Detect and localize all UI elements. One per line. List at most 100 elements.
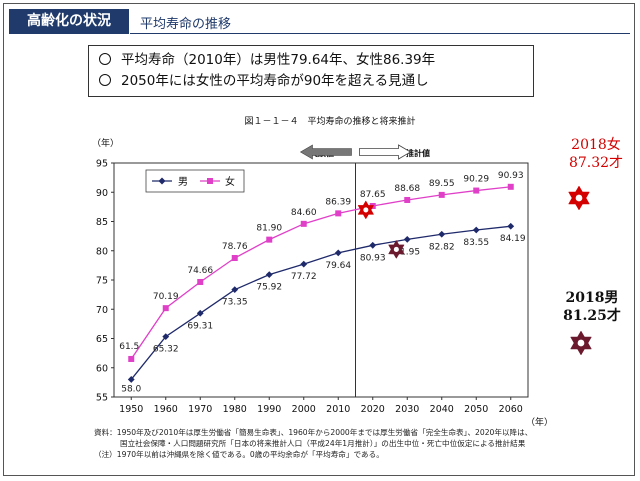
male-data-point <box>196 309 204 317</box>
male-data-point <box>162 333 170 341</box>
slide-frame <box>3 3 635 476</box>
male-data-point <box>507 222 515 230</box>
data-labels: 58.0 65.32 69.31 73.35 75.92 77.72 79.64 80.93 8… <box>119 171 526 395</box>
female-data-point <box>197 278 204 285</box>
header-divider <box>130 33 630 34</box>
female-data-label: 90.93 <box>498 171 524 181</box>
male-data-label: 58.0 <box>121 384 141 394</box>
female-callout-star-center <box>575 194 583 202</box>
female-data-label: 70.19 <box>153 292 179 302</box>
section-badge: 高齢化の状況 <box>9 9 129 34</box>
y-axis-unit: （年） <box>92 137 119 149</box>
y-tick-label: 95 <box>96 159 108 170</box>
x-tick-label: 2060 <box>499 404 523 415</box>
male-data-label: 69.31 <box>187 321 213 331</box>
period-markers: 実績値 推計値 <box>299 144 430 397</box>
x-tick-label: 1980 <box>223 404 247 415</box>
x-tick-label: 2050 <box>464 404 488 415</box>
legend-female-label: 女 <box>225 175 235 188</box>
y-tick-label: 85 <box>96 217 108 228</box>
male-data-label: 82.82 <box>429 242 455 252</box>
female-data-point <box>266 236 273 243</box>
arrow-left-icon <box>299 144 352 160</box>
male-data-point <box>265 271 273 279</box>
male-data-point <box>369 241 377 249</box>
star-markers <box>357 185 592 356</box>
female-data-label: 86.39 <box>325 197 351 207</box>
summary-text-1: 平均寿命（2010年）は男性79.64年、女性86.39年 <box>121 52 436 68</box>
female-2018-annotation: 2018女 87.32才 <box>556 136 636 172</box>
series-line-female <box>130 186 511 360</box>
legend-male-label: 男 <box>178 176 188 188</box>
legend: 男 女 <box>145 169 245 193</box>
summary-row-1: 平均寿命（2010年）は男性79.64年、女性86.39年 <box>99 50 523 71</box>
female-data-label: 88.68 <box>394 184 420 194</box>
female-data-point <box>404 196 411 203</box>
male-callout-star-center <box>577 339 585 347</box>
y-tick-label: 65 <box>96 334 108 345</box>
male-data-point <box>300 260 308 268</box>
male-data-label: 80.93 <box>360 253 386 263</box>
arrow-right-icon <box>359 144 412 160</box>
male-data-point <box>403 235 411 243</box>
female-data-label: 81.90 <box>256 224 282 234</box>
summary-text-2: 2050年には女性の平均寿命が90年を超える見通し <box>121 73 429 89</box>
male-data-label: 84.19 <box>500 234 526 244</box>
x-tick-label: 1960 <box>154 404 178 415</box>
female-data-point <box>438 191 445 198</box>
male-2018-value: 81.25才 <box>563 308 621 324</box>
female-data-point <box>300 220 307 227</box>
male-data-label: 77.72 <box>291 272 317 282</box>
male-data-label: 73.35 <box>222 298 248 308</box>
summary-box: 平均寿命（2010年）は男性79.64年、女性86.39年 2050年には女性の… <box>88 45 534 97</box>
y-tick-label: 90 <box>96 188 108 199</box>
male-data-label: 65.32 <box>153 345 179 355</box>
x-tick-label: 1970 <box>188 404 212 415</box>
female-data-label: 89.55 <box>429 179 455 189</box>
female-data-label: 84.60 <box>291 208 317 218</box>
male-data-point <box>334 249 342 257</box>
female-data-point <box>473 187 480 194</box>
legend-female-square-icon <box>207 178 213 184</box>
x-tick-label: 1990 <box>257 404 281 415</box>
male-2018-annotation: 2018男 81.25才 <box>552 289 632 325</box>
y-tick-label: 75 <box>96 276 108 287</box>
plot-area-border <box>113 162 529 398</box>
x-tick-label: 2040 <box>430 404 454 415</box>
x-tick-label: 2020 <box>361 404 385 415</box>
female-data-point <box>162 305 169 312</box>
source-line-1: 資料：1950年及び2010年は厚生労働省「簡易生命表」、1960年から2000… <box>94 428 533 437</box>
female-data-label: 61.5 <box>119 342 139 352</box>
female-data-label: 74.66 <box>187 266 213 276</box>
x-tick-label: 2000 <box>292 404 316 415</box>
male-data-point <box>127 376 135 383</box>
projection-period-label: 推計値 <box>406 148 430 158</box>
x-tick-label: 2030 <box>395 404 419 415</box>
series <box>127 183 515 383</box>
male-2018-star-center <box>393 246 399 252</box>
y-tick-label: 70 <box>96 305 108 316</box>
series-line-male <box>130 225 511 380</box>
female-data-point <box>231 255 238 262</box>
source-note: 資料：1950年及び2010年は厚生労働省「簡易生命表」、1960年から2000… <box>94 427 554 460</box>
male-data-point <box>472 226 480 234</box>
male-data-label: 83.55 <box>463 238 489 248</box>
female-data-point <box>335 210 342 217</box>
male-2018-label: 2018男 <box>565 290 619 306</box>
female-data-label: 90.29 <box>463 175 489 185</box>
legend-box <box>145 169 245 193</box>
circle-bullet-icon <box>99 74 111 86</box>
summary-row-2: 2050年には女性の平均寿命が90年を超える見通し <box>99 71 523 92</box>
legend-male-diamond-icon <box>158 177 166 185</box>
chart-title: 図１－１－４ 平均寿命の推移と将来推計 <box>244 115 415 127</box>
female-data-point <box>507 183 514 190</box>
x-axis-unit: （年） <box>526 416 553 428</box>
y-tick-label: 80 <box>96 246 108 257</box>
source-line-3: （注）1970年以前は沖縄県を除く値である。0歳の平均余命が「平均寿命」である。 <box>94 450 384 459</box>
male-data-point <box>438 230 446 238</box>
source-line-2: 国立社会保障・人口問題研究所「日本の将来推計人口（平成24年1月推計）」の出生中… <box>120 439 526 448</box>
female-data-point <box>128 355 135 362</box>
male-data-label: 75.92 <box>256 283 282 293</box>
male-data-label: 81.95 <box>394 247 420 257</box>
